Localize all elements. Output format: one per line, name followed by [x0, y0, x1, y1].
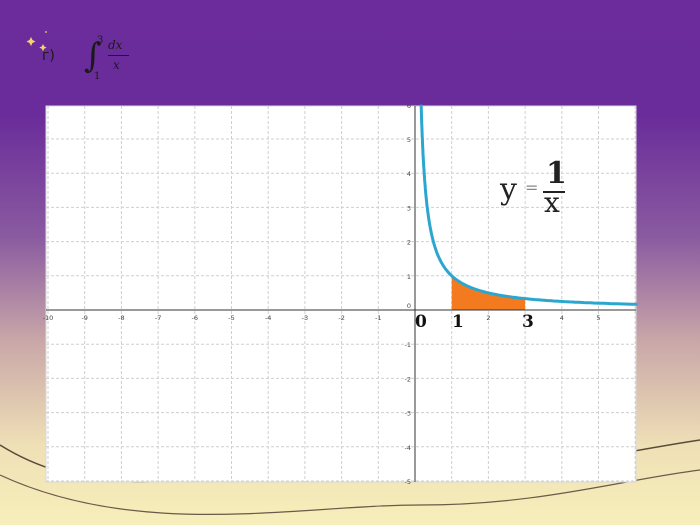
y-tick-label: 1 [407, 273, 411, 281]
integral-sign: ∫ [84, 36, 102, 76]
equation-numerator: 1 [546, 156, 567, 191]
x-tick-label: -9 [81, 314, 87, 322]
upper-limit-label: 3 [522, 312, 534, 332]
equation-fraction-bar [543, 191, 565, 193]
integral-lower-limit: 1 [94, 71, 101, 82]
decorative-swoosh-lower [0, 469, 700, 516]
y-tick-label: -3 [405, 410, 411, 418]
x-tick-label: -1 [375, 314, 381, 322]
graph-panel [45, 105, 637, 483]
x-tick-labels: -10 -9 -8 -7 -6 -5 -4 -3 -2 -1 2 4 5 [43, 314, 601, 322]
integrand-denominator: x [113, 58, 120, 72]
y-tick-label: 6 [407, 102, 411, 110]
grid [46, 106, 636, 482]
y-tick-label: 2 [407, 239, 411, 247]
y-tick-labels: 6 5 4 3 2 1 0 -1 -2 -3 -4 -5 [405, 102, 411, 486]
integral-upper-limit: 3 [97, 35, 104, 46]
hyperbola-curve [419, 104, 638, 306]
x-tick-label: -7 [155, 314, 161, 322]
x-tick-label: -4 [265, 314, 271, 322]
x-tick-label: -5 [228, 314, 234, 322]
equation-label: y = 1 x [500, 156, 580, 219]
x-tick-label: -10 [43, 314, 54, 322]
x-tick-label: 2 [486, 314, 490, 322]
y-tick-label: -2 [405, 375, 411, 383]
x-tick-label: 4 [560, 314, 564, 322]
lower-limit-label: 1 [452, 312, 464, 332]
y-tick-label: -4 [405, 444, 411, 452]
y-tick-label: -5 [405, 478, 411, 486]
x-tick-label: -2 [338, 314, 344, 322]
x-tick-label: -6 [192, 314, 198, 322]
fraction-bar [108, 55, 129, 56]
integral-formula: ∫ 3 1 dx x [84, 35, 144, 86]
y-tick-label: -1 [405, 341, 411, 349]
equation-y: y [500, 172, 517, 207]
sparkle-icon [26, 31, 47, 52]
equation-denominator: x [544, 186, 560, 219]
y-tick-label: 0 [407, 302, 411, 310]
x-tick-label: -8 [118, 314, 124, 322]
origin-label: 0 [415, 312, 427, 332]
y-tick-label: 4 [407, 170, 411, 178]
equation-equals: = [525, 178, 539, 197]
function-graph: -10 -9 -8 -7 -6 -5 -4 -3 -2 -1 2 4 5 6 5 4 3 2 1 0 -1 -2 -3 -4… [43, 102, 638, 486]
y-tick-label: 3 [407, 204, 411, 212]
x-tick-label: 5 [596, 314, 600, 322]
x-tick-label: -3 [302, 314, 308, 322]
task-letter: г) [42, 48, 55, 64]
integrand-numerator: dx [108, 38, 123, 52]
y-tick-label: 5 [407, 136, 411, 144]
